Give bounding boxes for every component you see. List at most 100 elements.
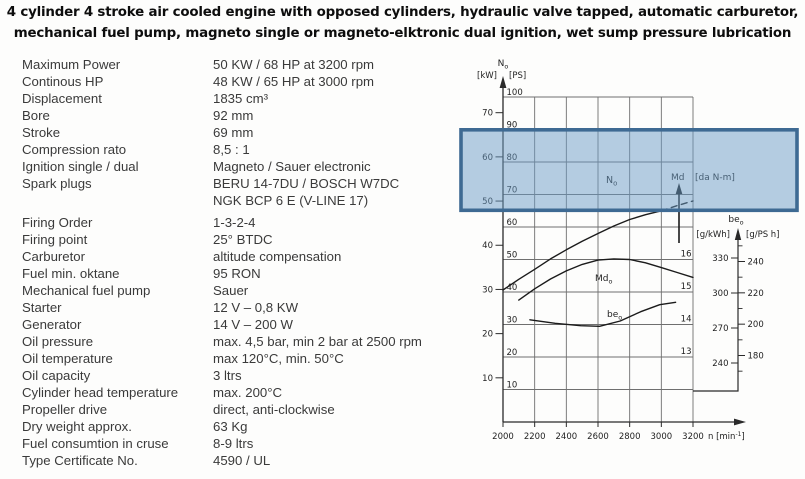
bsfc-axis-title: beo: [728, 215, 743, 227]
spec-label: Spark plugs: [22, 176, 92, 191]
x-tick-label: 2800: [619, 432, 641, 442]
y-axis-arrow: [499, 76, 507, 88]
spec-row: Continous HP 48 KW / 65 HP at 3000 rpm: [22, 73, 462, 90]
spec-row: Starter 12 V – 0,8 KW: [22, 299, 462, 316]
spec-label: Oil temperature: [22, 351, 113, 366]
bsfc-kwh-label: 300: [712, 289, 728, 299]
spec-row: Fuel consumtion in cruse 8-9 ltrs: [22, 435, 462, 452]
bsfc-kwh-label: 240: [712, 359, 728, 369]
spec-row: Maximum Power 50 KW / 68 HP at 3200 rpm: [22, 56, 462, 73]
kw-tick-label: 70: [482, 109, 493, 119]
spec-label: Bore: [22, 108, 50, 123]
x-axis-arrow: [734, 418, 746, 426]
spec-value: 8,5 : 1: [213, 142, 250, 157]
kw-tick-label: 30: [482, 285, 493, 295]
spec-label: Oil capacity: [22, 368, 91, 383]
bsfc-axis-line: [693, 236, 739, 392]
spec-value: NGK BCP 6 E (V-LINE 17): [213, 193, 369, 208]
spec-row: Cylinder head temperature max. 200°C: [22, 384, 462, 401]
spec-row: Firing point 25° BTDC: [22, 231, 462, 248]
highlight-band: [459, 128, 799, 213]
x-tick-label: 3000: [651, 432, 673, 442]
spec-value: 3 ltrs: [213, 368, 242, 383]
spec-value: Sauer: [213, 283, 249, 298]
spec-label: Maximum Power: [22, 57, 121, 72]
spec-value: 69 mm: [213, 125, 254, 140]
spec-label: Propeller drive: [22, 402, 108, 417]
spec-value: 12 V – 0,8 KW: [213, 300, 299, 315]
ps-tick-label: 50: [507, 251, 518, 261]
spec-table: Maximum Power 50 KW / 68 HP at 3200 rpm Co…: [22, 56, 462, 469]
spec-row: Carburetor altitude compensation: [22, 248, 462, 265]
spec-row: Spark plugs BERU 14-7DU / BOSCH W7DC: [22, 175, 462, 192]
bsfc-axis-arrow: [734, 228, 742, 240]
x-tick-label: 3200: [682, 432, 704, 442]
torque-tick-label: 15: [681, 282, 692, 292]
ps-tick-label: 10: [507, 381, 518, 391]
spec-value: 4590 / UL: [213, 453, 271, 468]
spec-value: BERU 14-7DU / BOSCH W7DC: [213, 176, 400, 191]
bsfc-psh-label: 200: [748, 320, 764, 330]
title-line-2: mechanical fuel pump, magneto single or …: [13, 26, 792, 41]
spec-row: Fuel min. oktane 95 RON: [22, 265, 462, 282]
ps-tick-label: 20: [507, 348, 518, 358]
x-tick-label: 2000: [492, 432, 514, 442]
spec-row: Propeller drive direct, anti-clockwise: [22, 401, 462, 418]
spec-value: max 120°C, min. 50°C: [213, 351, 344, 366]
bsfc-unit-psh: [g/PS h]: [746, 230, 780, 240]
bsfc-unit-kwh: [g/kWh]: [696, 230, 730, 240]
spec-label: Oil pressure: [22, 334, 94, 349]
kw-tick-label: 20: [482, 330, 493, 340]
spec-row: Type Certificate No. 4590 / UL: [22, 452, 462, 469]
spec-row: Bore 92 mm: [22, 107, 462, 124]
spec-label: Fuel min. oktane: [22, 266, 120, 281]
spec-label: Generator: [22, 317, 82, 332]
spec-label: Dry weight approx.: [22, 419, 132, 434]
bsfc-psh-label: 220: [748, 289, 764, 299]
spec-value: 14 V – 200 W: [213, 317, 293, 332]
spec-value: 50 KW / 68 HP at 3200 rpm: [213, 57, 375, 72]
spec-label: Firing point: [22, 232, 88, 247]
spec-row: Compression rato 8,5 : 1: [22, 141, 462, 158]
kw-tick-label: 40: [482, 241, 493, 251]
power-axis-title: No: [498, 59, 509, 71]
page-title: 4 cylinder 4 stroke air cooled engine wi…: [0, 2, 805, 44]
x-tick-label: 2600: [587, 432, 609, 442]
spec-row: Oil capacity 3 ltrs: [22, 367, 462, 384]
spec-label: Fuel consumtion in cruse: [22, 436, 169, 451]
spec-label: Displacement: [22, 91, 102, 106]
x-axis-label: n [min-1]: [708, 431, 745, 442]
bsfc-psh-label: 240: [748, 258, 764, 268]
ps-tick-label: 40: [507, 283, 518, 293]
spec-value: 1-3-2-4: [213, 215, 256, 230]
spec-value: Magneto / Sauer electronic: [213, 159, 371, 174]
power-axis-unit-ps: [PS]: [509, 71, 526, 81]
spec-value: 95 RON: [213, 266, 261, 281]
spec-label: Starter: [22, 300, 62, 315]
spec-row: Oil temperature max 120°C, min. 50°C: [22, 350, 462, 367]
spec-row: Oil pressure max. 4,5 bar, min 2 bar at 2…: [22, 333, 462, 350]
x-tick-label: 2200: [524, 432, 546, 442]
torque-tick-label: 16: [681, 250, 692, 260]
spec-value: 48 KW / 65 HP at 3000 rpm: [213, 74, 375, 89]
spec-value: 92 mm: [213, 108, 254, 123]
spec-row: NGK BCP 6 E (V-LINE 17): [22, 192, 462, 209]
spec-row: Dry weight approx. 63 Kg: [22, 418, 462, 435]
spec-label: Mechanical fuel pump: [22, 283, 151, 298]
spec-label: Continous HP: [22, 74, 104, 89]
spec-label: Ignition single / dual: [22, 159, 139, 174]
spec-row: Ignition single / dual Magneto / Sauer el…: [22, 158, 462, 175]
spec-label: Carburetor: [22, 249, 86, 264]
curve-bsfc: [529, 301, 677, 327]
spec-label: Type Certificate No.: [22, 453, 138, 468]
spec-value: max. 4,5 bar, min 2 bar at 2500 rpm: [213, 334, 422, 349]
spec-row: Stroke 69 mm: [22, 124, 462, 141]
torque-tick-label: 14: [681, 315, 692, 325]
spec-value: 1835 cm³: [213, 91, 268, 106]
spec-row: Generator 14 V – 200 W: [22, 316, 462, 333]
spec-row: Mechanical fuel pump Sauer: [22, 282, 462, 299]
spec-label: Firing Order: [22, 215, 93, 230]
spec-row: Firing Order 1-3-2-4: [22, 214, 462, 231]
spec-value: 63 Kg: [213, 419, 248, 434]
